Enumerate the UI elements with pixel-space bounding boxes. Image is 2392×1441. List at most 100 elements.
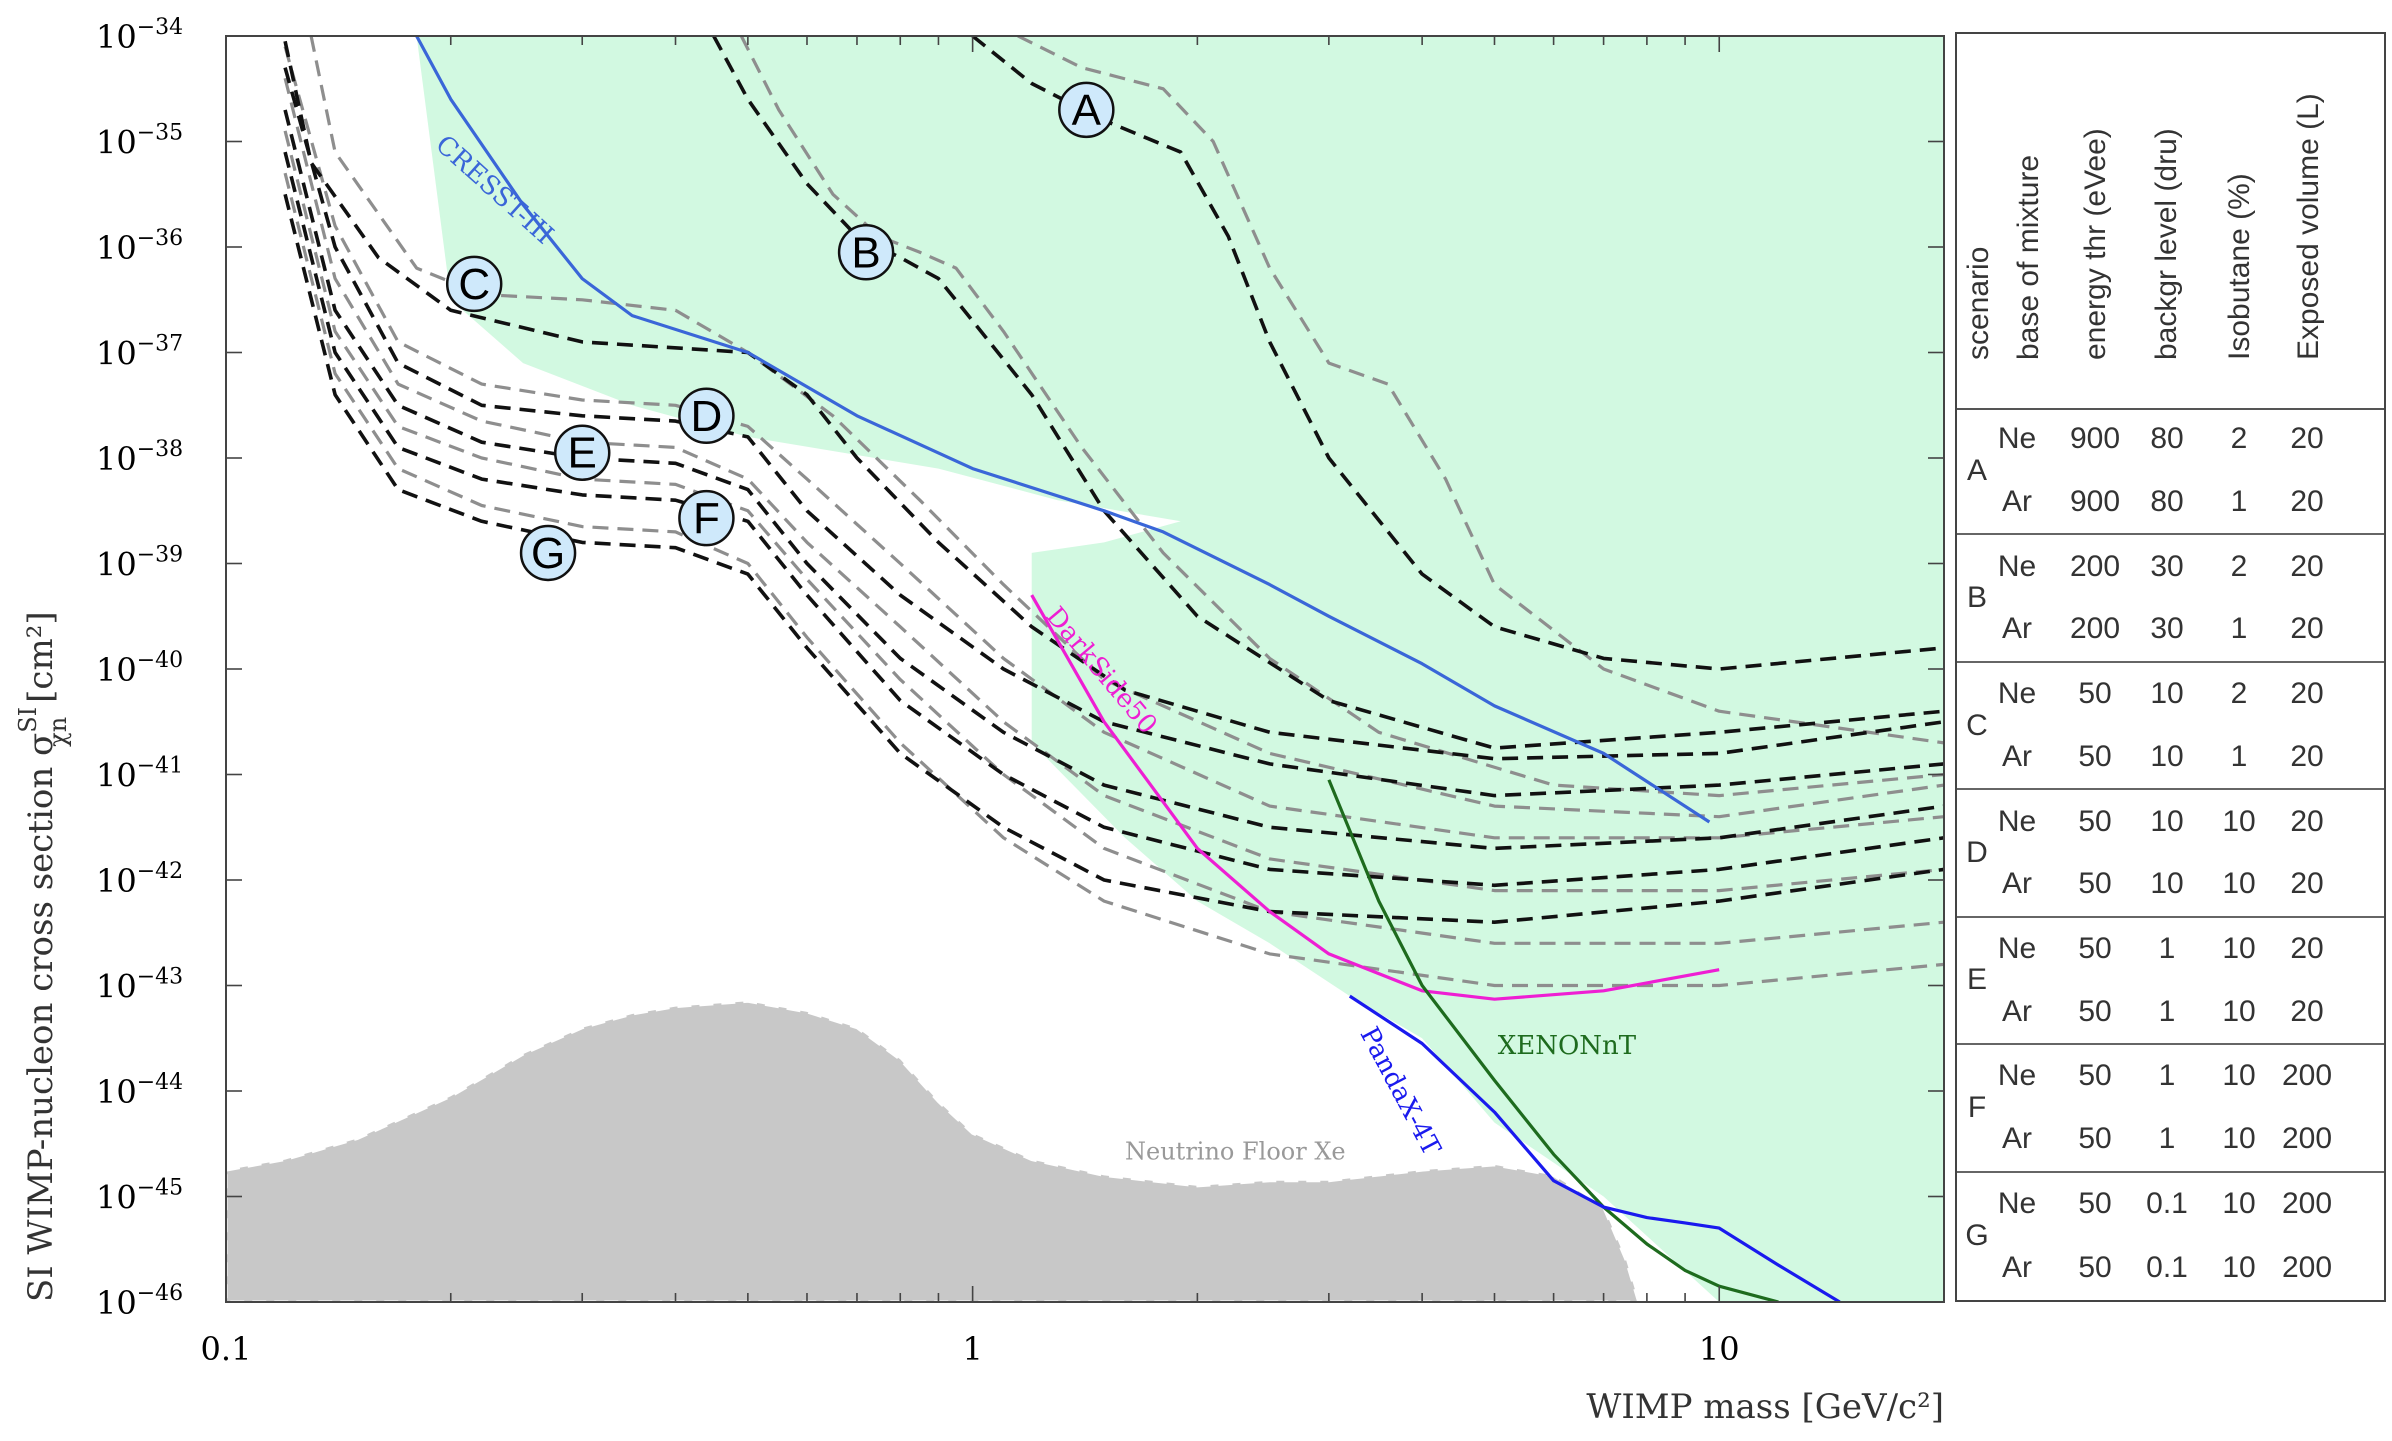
projection-curve-ar	[283, 172, 1944, 988]
scenario-cell: G	[1965, 1219, 1989, 1253]
x-tick-label: 1	[962, 1330, 982, 1368]
scenario-marker-circle	[678, 489, 735, 547]
scenario-marker-label: F	[693, 494, 720, 543]
scenario-table: scenario base of mixture energy thr (eVe…	[1955, 32, 2386, 1302]
table-header: scenario base of mixture energy thr (eVe…	[1957, 34, 2384, 410]
projection-curve-ar	[309, 36, 1944, 819]
scenario-marker-e: E	[553, 424, 611, 481]
projection-curve-ar	[283, 46, 1944, 840]
y-tick-label: 10−35	[96, 121, 183, 162]
table-cell: 20	[2290, 677, 2324, 711]
table-group-f: F Ne 50 1 10 200 Ar 50 1 10 200	[1957, 1045, 2384, 1173]
axis-ticks: 0.1 1 10 10−34 10−35 10−36 10−37 10−38 10−39 10−4…	[96, 15, 1945, 1368]
y-tick-label: 10−39	[96, 543, 183, 584]
y-tick-label: 10−45	[96, 1176, 183, 1217]
table-cell: 1	[2158, 1059, 2176, 1093]
scenario-marker-circle	[837, 224, 895, 281]
projection-curve-ar	[283, 130, 1944, 945]
table-cell: 2	[2230, 422, 2248, 456]
scenario-marker-label: C	[458, 260, 490, 309]
table-cell: 1	[2230, 485, 2248, 519]
table-cell: 10	[2222, 1059, 2256, 1093]
table-cell: 900	[2069, 485, 2121, 519]
scenario-marker-d: D	[678, 387, 735, 445]
scenario-marker-label: G	[531, 529, 565, 578]
header-isobutane: Isobutane (%)	[2223, 173, 2256, 360]
table-row: Ar 200 30 1 20	[1997, 598, 2384, 661]
table-row: Ne 900 80 2 20	[1997, 408, 2384, 471]
y-tick-label: 10−38	[96, 437, 183, 478]
curve-label-neutrino-floor-xe: Neutrino Floor Xe	[1125, 1138, 1346, 1166]
table-cell: 50	[2078, 1251, 2112, 1285]
table-cell: Ar	[2002, 612, 2032, 646]
projection-curve-ne	[283, 109, 1944, 851]
table-cell: 2	[2230, 677, 2248, 711]
table-group-e: E Ne 50 1 10 20 Ar 50 1 10 20	[1957, 918, 2384, 1046]
table-group-b: B Ne 200 30 2 20 Ar 200 30 1 20	[1957, 535, 2384, 663]
y-tick-label: 10−42	[96, 859, 183, 900]
scenario-marker-g: G	[519, 524, 577, 582]
table-cell: Ar	[2002, 739, 2032, 773]
scenario-marker-label: E	[568, 429, 597, 478]
table-cell: 10	[2150, 739, 2184, 773]
table-body: A Ne 900 80 2 20 Ar 900 80 1 20 B Ne 200 30 2 20 Ar 200 30 1…	[1957, 408, 2384, 1300]
table-group-c: C Ne 50 10 2 20 Ar 50 10 1 20	[1957, 663, 2384, 791]
table-cell: 80	[2150, 485, 2184, 519]
table-cell: 20	[2290, 804, 2324, 838]
projection-curve-ne	[283, 67, 1944, 798]
table-row: Ar 900 80 1 20	[1997, 471, 2384, 534]
y-tick-label: 10−36	[96, 226, 183, 267]
y-tick-label: 10−40	[96, 648, 183, 689]
limit-curve-pandax-4t	[1348, 994, 1841, 1302]
table-cell: 10	[2150, 677, 2184, 711]
table-cell: 10	[2222, 1122, 2256, 1156]
table-cell: 20	[2290, 612, 2324, 646]
scenario-cell: C	[1966, 708, 1988, 742]
table-cell: 50	[2078, 867, 2112, 901]
table-cell: 30	[2150, 612, 2184, 646]
scenario-marker-circle	[445, 255, 503, 313]
table-cell: Ne	[1997, 932, 2037, 966]
projection-curve-ar	[1017, 36, 1944, 745]
table-cell: Ar	[2002, 485, 2032, 519]
projection-curve-ne	[283, 40, 1944, 761]
scenario-cell: B	[1966, 581, 1987, 615]
limit-curve-cresst-iii	[415, 36, 1711, 824]
table-cell: 1	[2158, 932, 2176, 966]
table-cell: 200	[2281, 1187, 2333, 1221]
table-cell: 10	[2222, 1187, 2256, 1221]
table-cell: 20	[2290, 739, 2324, 773]
table-row: Ne 50 1 10 20	[1997, 918, 2384, 981]
y-axis-title: SI WIMP-nucleon cross section σSIχn [cm²]	[14, 611, 72, 1302]
table-cell: Ne	[1997, 1059, 2037, 1093]
table-cell: 20	[2290, 485, 2324, 519]
table-cell: 10	[2150, 804, 2184, 838]
table-cell: 20	[2290, 422, 2324, 456]
projection-curve-ne	[971, 36, 1944, 671]
table-row: Ne 50 10 2 20	[1997, 663, 2384, 726]
table-cell: 10	[2222, 804, 2256, 838]
table-cell: 0.1	[2146, 1251, 2188, 1285]
svg-text:SI WIMP-nucleon cross section: SI WIMP-nucleon cross section σSIχn [cm²]	[14, 611, 72, 1302]
table-cell: 50	[2078, 1187, 2112, 1221]
table-cell: Ar	[2002, 1122, 2032, 1156]
limit-curve-xenonnt	[1327, 779, 1779, 1302]
table-cell: Ne	[1997, 1187, 2037, 1221]
table-cell: 10	[2222, 994, 2256, 1028]
table-cell: 50	[2078, 994, 2112, 1028]
y-tick-label: 10−34	[96, 15, 183, 56]
table-cell: 2	[2230, 549, 2248, 583]
table-row: Ar 50 10 1 20	[1997, 726, 2384, 789]
table-cell: 200	[2281, 1122, 2333, 1156]
scenario-markers: A B C D E F G	[445, 81, 1115, 582]
x-tick-label: 0.1	[201, 1330, 252, 1368]
y-axis-title-sup: SI	[14, 707, 42, 733]
scenario-cell: D	[1966, 835, 1988, 869]
table-cell: 30	[2150, 549, 2184, 583]
table-cell: 20	[2290, 867, 2324, 901]
sensitivity-chart: 0.1 1 10 10−34 10−35 10−36 10−37 10−38 10−39 10−4…	[14, 15, 1945, 1427]
scenario-marker-a: A	[1058, 81, 1115, 139]
table-cell: 20	[2290, 549, 2324, 583]
y-tick-label: 10−37	[96, 332, 183, 373]
table-cell: Ne	[1997, 804, 2037, 838]
